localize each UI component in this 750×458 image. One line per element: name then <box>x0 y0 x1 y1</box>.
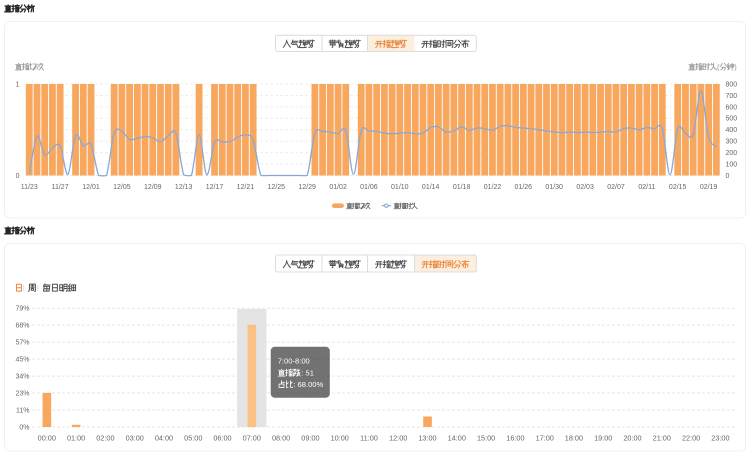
svg-text:300: 300 <box>726 139 738 146</box>
svg-text:13:00: 13:00 <box>418 434 436 443</box>
svg-text:01/02: 01/02 <box>329 184 347 191</box>
svg-text:23%: 23% <box>15 391 29 398</box>
svg-text:57%: 57% <box>15 340 29 347</box>
svg-text:79%: 79% <box>15 306 29 313</box>
svg-text:19:00: 19:00 <box>594 434 612 443</box>
svg-text:01/14: 01/14 <box>422 184 440 191</box>
svg-text:02:00: 02:00 <box>96 434 114 443</box>
svg-text:12/17: 12/17 <box>206 184 224 191</box>
svg-text:01/18: 01/18 <box>453 184 471 191</box>
svg-text:10:00: 10:00 <box>331 434 349 443</box>
svg-text:01/26: 01/26 <box>515 184 533 191</box>
svg-text:: 51: : 51 <box>301 368 314 377</box>
svg-text:: 68.00%: : 68.00% <box>293 380 323 389</box>
svg-text:(: ( <box>717 63 720 72</box>
svg-text:01/06: 01/06 <box>360 184 378 191</box>
svg-text:14:00: 14:00 <box>448 434 466 443</box>
svg-text:200: 200 <box>726 150 738 157</box>
svg-text:20:00: 20:00 <box>623 434 641 443</box>
svg-text:15:00: 15:00 <box>477 434 495 443</box>
svg-text:400: 400 <box>726 127 738 134</box>
svg-text:01:00: 01:00 <box>67 434 85 443</box>
svg-text:800: 800 <box>726 81 738 88</box>
svg-text:34%: 34% <box>15 374 29 381</box>
svg-text:16:00: 16:00 <box>506 434 524 443</box>
svg-text:68%: 68% <box>15 323 29 330</box>
svg-text:12/25: 12/25 <box>268 184 286 191</box>
svg-text:03:00: 03:00 <box>126 434 144 443</box>
svg-text:18:00: 18:00 <box>565 434 583 443</box>
svg-text:23:00: 23:00 <box>711 434 729 443</box>
svg-text:1: 1 <box>16 81 20 88</box>
svg-text:12/21: 12/21 <box>237 184 255 191</box>
svg-text:21:00: 21:00 <box>653 434 671 443</box>
svg-text:): ) <box>734 63 737 72</box>
svg-text:02/07: 02/07 <box>607 184 625 191</box>
svg-text:02/11: 02/11 <box>638 184 655 191</box>
svg-text:02/03: 02/03 <box>576 184 594 191</box>
svg-text:01/30: 01/30 <box>545 184 563 191</box>
svg-text:22:00: 22:00 <box>682 434 700 443</box>
svg-text:7:00-8:00: 7:00-8:00 <box>278 357 310 366</box>
svg-text:01/10: 01/10 <box>391 184 409 191</box>
svg-text:0: 0 <box>16 173 20 180</box>
svg-text:02/19: 02/19 <box>700 184 718 191</box>
svg-text:12/01: 12/01 <box>82 184 100 191</box>
svg-text:01/22: 01/22 <box>484 184 502 191</box>
svg-text:11:00: 11:00 <box>360 434 378 443</box>
svg-text:12/13: 12/13 <box>175 184 193 191</box>
svg-text:08:00: 08:00 <box>272 434 290 443</box>
svg-text:500: 500 <box>726 116 738 123</box>
svg-text:00:00: 00:00 <box>38 434 56 443</box>
svg-text:100: 100 <box>726 162 738 169</box>
svg-text:17:00: 17:00 <box>536 434 554 443</box>
svg-text:12/09: 12/09 <box>144 184 162 191</box>
svg-text:0: 0 <box>726 173 730 180</box>
svg-text:11/27: 11/27 <box>52 184 69 191</box>
svg-text:05:00: 05:00 <box>184 434 202 443</box>
svg-text:12/05: 12/05 <box>113 184 131 191</box>
svg-text:0%: 0% <box>19 424 29 431</box>
svg-text:09:00: 09:00 <box>301 434 319 443</box>
svg-text:45%: 45% <box>15 357 29 364</box>
svg-text:06:00: 06:00 <box>213 434 231 443</box>
svg-text:11%: 11% <box>16 407 30 414</box>
svg-text:11/23: 11/23 <box>21 184 38 191</box>
svg-text:04:00: 04:00 <box>155 434 173 443</box>
svg-text:700: 700 <box>726 93 738 100</box>
svg-text:600: 600 <box>726 104 738 111</box>
svg-text:12:00: 12:00 <box>389 434 407 443</box>
svg-text:07:00: 07:00 <box>243 434 261 443</box>
svg-text:12/29: 12/29 <box>298 184 316 191</box>
svg-text:02/15: 02/15 <box>669 184 687 191</box>
